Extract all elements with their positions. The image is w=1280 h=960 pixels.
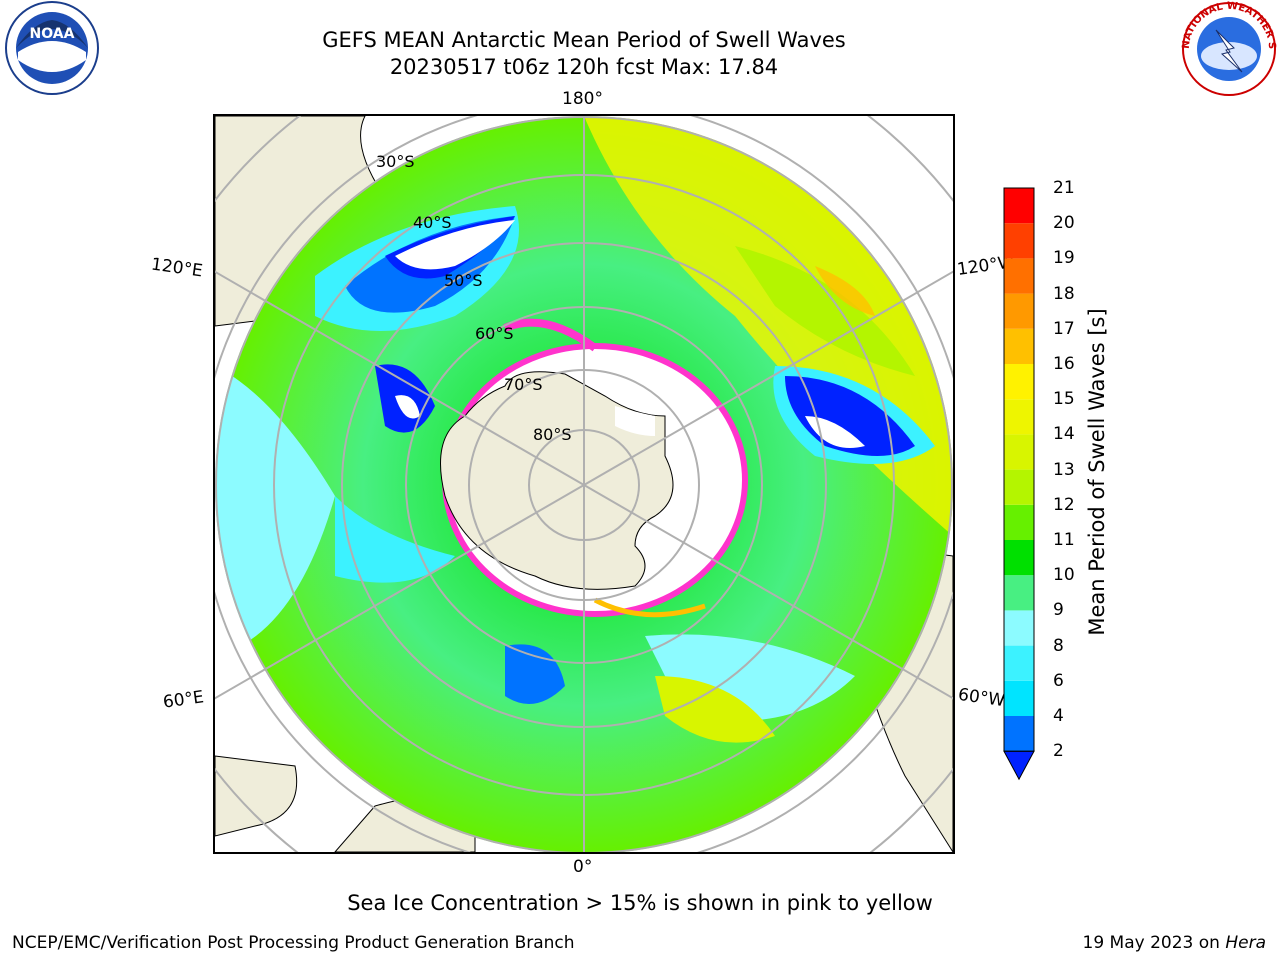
noaa-logo: NOAA [0,0,104,100]
lon-label-120e: 120°E [149,254,204,282]
chart-subtitle: 20230517 t06z 120h fcst Max: 17.84 [389,55,779,79]
colorbar-segment [1004,680,1034,716]
colorbar-tick-label: 8 [1053,635,1064,656]
colorbar-segment [1004,575,1034,611]
colorbar-segment [1004,610,1034,646]
noaa-logo-text: NOAA [30,26,75,42]
colorbar-tick-label: 19 [1053,248,1075,269]
colorbar-tick-label: 16 [1053,354,1075,374]
colorbar-segment [1004,645,1034,681]
colorbar-segment [1004,328,1034,364]
colorbar-tick-label: 13 [1053,459,1075,480]
colorbar-segment [1004,223,1034,259]
colorbar-segment [1004,258,1034,294]
colorbar-segment [1004,364,1034,400]
colorbar-segment [1004,293,1034,329]
credit-branch: NCEP/EMC/Verification Post Processing Pr… [12,933,575,953]
chart-title: GEFS MEAN Antarctic Mean Period of Swell… [322,28,846,52]
credit-date-text: 19 May 2023 on [1082,933,1220,953]
colorbar-tick-label: 9 [1053,600,1064,621]
colorbar-tick-label: 2 [1053,741,1064,762]
credit-host: Hera [1225,933,1266,953]
colorbar-label: Mean Period of Swell Waves [s] [1085,308,1109,636]
colorbar-tick-label: 4 [1053,706,1064,726]
sea-ice-note: Sea Ice Concentration > 15% is shown in … [347,891,933,915]
colorbar [996,184,1046,784]
map-panel [213,114,955,854]
colorbar-under-arrow [1003,750,1035,781]
lon-label-60e: 60°E [161,687,206,713]
colorbar-tick-label: 17 [1053,318,1075,339]
colorbar-tick-label: 10 [1053,565,1075,586]
lat-label-30s: 30°S [376,152,415,171]
map-svg [215,116,953,852]
colorbar-tick-label: 21 [1053,178,1075,198]
colorbar-segment [1004,434,1034,470]
colorbar-tick-label: 14 [1053,424,1075,445]
colorbar-tick-label: 20 [1053,213,1075,234]
colorbar-segment [1004,469,1034,505]
credit-date: 19 May 2023 on Hera [1083,933,1267,953]
colorbar-tick-label: 12 [1053,494,1075,515]
colorbar-tick-label: 15 [1053,389,1075,410]
lon-label-0: 0° [573,857,593,877]
colorbar-segment [1004,188,1034,224]
colorbar-segment [1004,716,1034,752]
lat-label-70s: 70°S [504,375,543,394]
graticule [215,116,953,852]
lat-label-40s: 40°S [413,213,452,232]
lon-label-180: 180° [562,89,603,109]
nws-logo: NATIONAL WEATHER SERVICE [1174,0,1280,100]
lat-label-50s: 50°S [444,271,483,290]
colorbar-segment [1004,399,1034,435]
colorbar-svg [1003,187,1035,781]
lat-label-60s: 60°S [475,324,514,343]
colorbar-tick-label: 11 [1053,530,1075,550]
lat-label-80s: 80°S [533,425,572,444]
colorbar-segment [1004,504,1034,540]
colorbar-segment [1004,540,1034,576]
colorbar-tick-label: 18 [1053,283,1075,304]
land-africa [215,755,298,837]
colorbar-border [1003,187,1035,752]
colorbar-tick-label: 6 [1053,670,1064,691]
